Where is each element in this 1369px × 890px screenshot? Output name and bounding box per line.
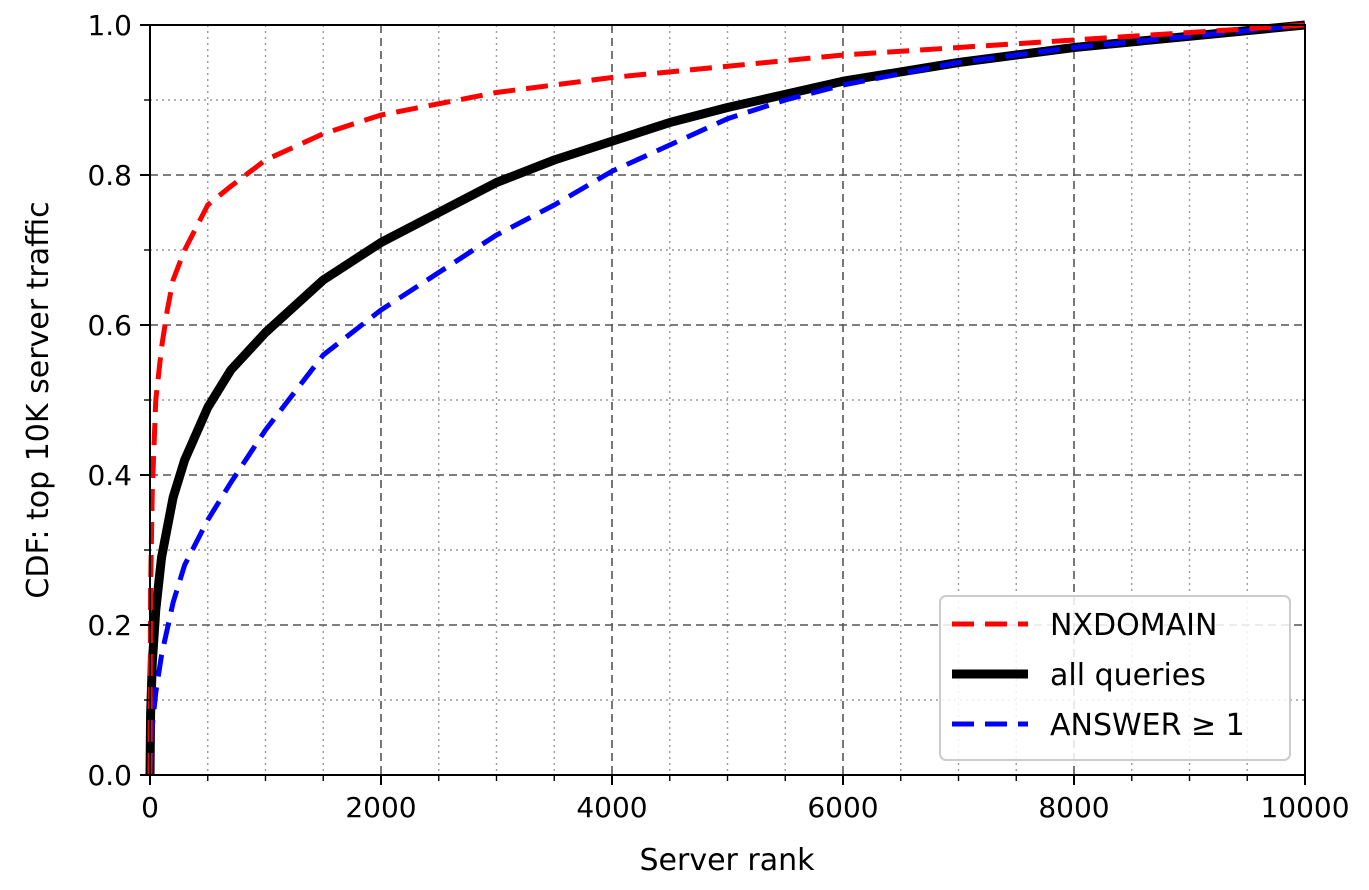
tick-labels: 0 2000 4000 6000 8000 10000 0.0 0.2 0.4 0.6 0.8 1.0 <box>87 9 1349 824</box>
y-tick-label: 1.0 <box>87 9 132 42</box>
series-lines <box>145 20 1306 776</box>
legend: NXDOMAIN all queries ANSWER ≥ 1 <box>939 595 1291 761</box>
series-line-nxdomain <box>147 22 1306 776</box>
x-tick-label: 0 <box>141 791 159 824</box>
legend-label-nxdomain: NXDOMAIN <box>1050 608 1217 643</box>
legend-box <box>939 595 1291 761</box>
axis-ticks <box>140 24 1306 785</box>
y-tick-label: 0.2 <box>87 609 132 642</box>
x-tick-label: 4000 <box>576 791 647 824</box>
x-tick-label: 8000 <box>1038 791 1109 824</box>
y-tick-label: 0.6 <box>87 309 132 342</box>
y-tick-label: 0.8 <box>87 159 132 192</box>
x-axis-label: Server rank <box>639 843 815 878</box>
legend-label-all-queries: all queries <box>1050 658 1206 693</box>
x-tick-label: 2000 <box>345 791 416 824</box>
y-tick-label: 0.0 <box>87 759 132 792</box>
y-tick-label: 0.4 <box>87 459 132 492</box>
x-tick-label: 10000 <box>1260 791 1349 824</box>
series-line-answer-1 <box>147 22 1306 776</box>
legend-label-answer-1: ANSWER ≥ 1 <box>1050 708 1245 743</box>
y-axis-label: CDF: top 10K server traffic <box>21 201 56 598</box>
x-tick-label: 6000 <box>807 791 878 824</box>
